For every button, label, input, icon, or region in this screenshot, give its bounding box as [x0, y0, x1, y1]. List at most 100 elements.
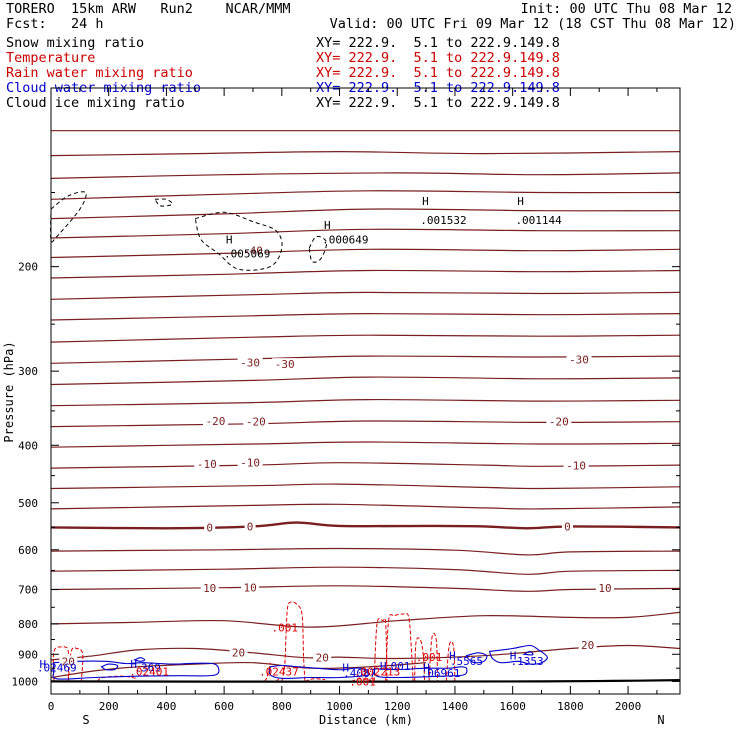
isotherm-line [50, 208, 681, 220]
rain-value: .02401 [129, 665, 169, 678]
rain-value: .001 [416, 651, 443, 664]
isotherm-line [50, 269, 681, 279]
isotherm-label: -30 [569, 354, 589, 367]
cloud-water-contour [522, 650, 534, 656]
legend-xy-temperature: XY= 222.9. 5.1 to 222.9.149.8 [316, 50, 560, 66]
cloud-water-max-marker: H [449, 650, 456, 663]
snow-max-marker: H [422, 195, 429, 208]
isotherm-label-bg [241, 581, 260, 594]
isotherm-line [50, 420, 681, 428]
isotherm-label-bg [237, 356, 263, 369]
model-title: TORERO 15km ARW Run2 NCAR/MMM [6, 1, 291, 17]
snow-max-value: .001144 [515, 214, 562, 227]
rain-contour [428, 632, 439, 682]
legend-xy-cloud-ice: XY= 222.9. 5.1 to 222.9.149.8 [316, 95, 560, 111]
legend-entry-snow: Snow mixing ratio [6, 35, 145, 51]
isotherm-line [50, 376, 681, 386]
isotherm-label: 0 [247, 520, 254, 533]
valid-time: Valid: 00 UTC Fri 09 Mar 12 (18 CST Thu … [329, 16, 736, 32]
snow-contour [153, 198, 173, 207]
isotherm-line [50, 312, 681, 321]
isotherm-label: -20 [246, 416, 266, 429]
isotherm-line [50, 585, 681, 592]
isotherm-line [50, 228, 681, 239]
snow-max-value: .001532 [420, 214, 466, 227]
y-tick-label: 1000 [12, 675, 39, 688]
cloud-water-value: .1353 [511, 655, 544, 668]
isotherm-label-bg [204, 521, 216, 534]
isotherm-line [50, 291, 681, 300]
south-label: S [82, 713, 89, 727]
isotherm-line [50, 483, 681, 490]
isotherm-label: -10 [566, 460, 586, 473]
snow-max-marker: H [226, 233, 233, 246]
plot-frame [50, 87, 681, 695]
isotherm-line [50, 661, 427, 679]
legend-xy-rain: XY= 222.9. 5.1 to 222.9.149.8 [316, 65, 560, 81]
isotherm-label: 20 [316, 652, 329, 665]
isotherm-label: -40 [243, 245, 263, 258]
cloud-water-contour [132, 657, 146, 662]
isotherm-label-bg [200, 582, 219, 595]
isotherm-line [50, 398, 681, 407]
terrain [50, 679, 681, 683]
x-axis-label: Distance (km) [319, 713, 413, 727]
cloud-water-value: .06961 [421, 667, 461, 680]
x-tick-label: 800 [272, 700, 292, 713]
snow-max-value: .000649 [322, 233, 368, 246]
cloud-water-value: .02469 [37, 662, 77, 675]
isotherm-label: 20 [232, 646, 245, 659]
isotherm-label: -20 [206, 415, 226, 428]
rain-contour [264, 662, 271, 682]
legend-entry-temperature: Temperature [6, 50, 96, 66]
isotherm-line [50, 334, 681, 343]
cloud-water-max-marker: H [510, 650, 517, 663]
isotherm-line [50, 441, 681, 448]
y-tick-label: 800 [18, 618, 38, 631]
y-tick-label: 900 [18, 648, 38, 661]
x-tick-label: 600 [214, 700, 234, 713]
rain-contour [373, 617, 388, 682]
y-tick-label: 600 [18, 544, 38, 557]
isotherm-line [50, 503, 681, 510]
cloud-water-max-marker: H [342, 662, 349, 675]
isotherm-label: 0 [564, 520, 571, 533]
legend-entry-rain: Rain water mixing ratio [6, 65, 193, 81]
isotherm-line [50, 150, 681, 157]
rain-value: .02437 [259, 665, 299, 678]
isotherm-label-bg [244, 520, 256, 533]
rain-contour [96, 675, 138, 682]
isotherm-label-bg [546, 415, 572, 428]
x-tick-label: 400 [156, 700, 176, 713]
cloud-water-value: .369 [134, 662, 161, 675]
cloud-water-max-marker: H [39, 658, 46, 671]
y-tick-label: 200 [18, 261, 38, 274]
isotherm-label-bg [194, 457, 220, 470]
y-tick-label: 700 [18, 584, 38, 597]
isotherm-label-bg [578, 638, 597, 651]
terrain-line [50, 679, 681, 683]
forecast-hour: Fcst: 24 h [6, 16, 104, 32]
rain-contour [445, 640, 456, 682]
x-tick-label: 1000 [326, 700, 353, 713]
isotherm-label-bg [243, 415, 269, 428]
legend-entry-cloud-ice: Cloud ice mixing ratio [6, 95, 185, 111]
isotherm-line [50, 547, 681, 556]
x-tick-label: 1200 [384, 700, 411, 713]
isotherm-label: 20 [62, 655, 75, 668]
isotherm-label-bg [202, 414, 228, 427]
isotherm-label-bg [59, 655, 78, 668]
isotherm-label-bg [240, 244, 266, 257]
isotherm-label: -30 [275, 358, 295, 371]
x-tick-label: 1800 [557, 700, 584, 713]
isotherm-label: 10 [243, 581, 256, 594]
rain-contour [385, 612, 414, 682]
isotherm-label-bg [272, 358, 298, 371]
y-tick-label: 300 [18, 365, 38, 378]
contour-labels: -40 -30 -30 -30 -20 -20 -20 -10 -10 -10 0 0 0 10 10 10 2… [37, 195, 614, 688]
cloud-water-contour [373, 666, 468, 679]
cloud-water-max-marker: H [380, 660, 387, 673]
isotherm-label-bg [237, 456, 263, 469]
